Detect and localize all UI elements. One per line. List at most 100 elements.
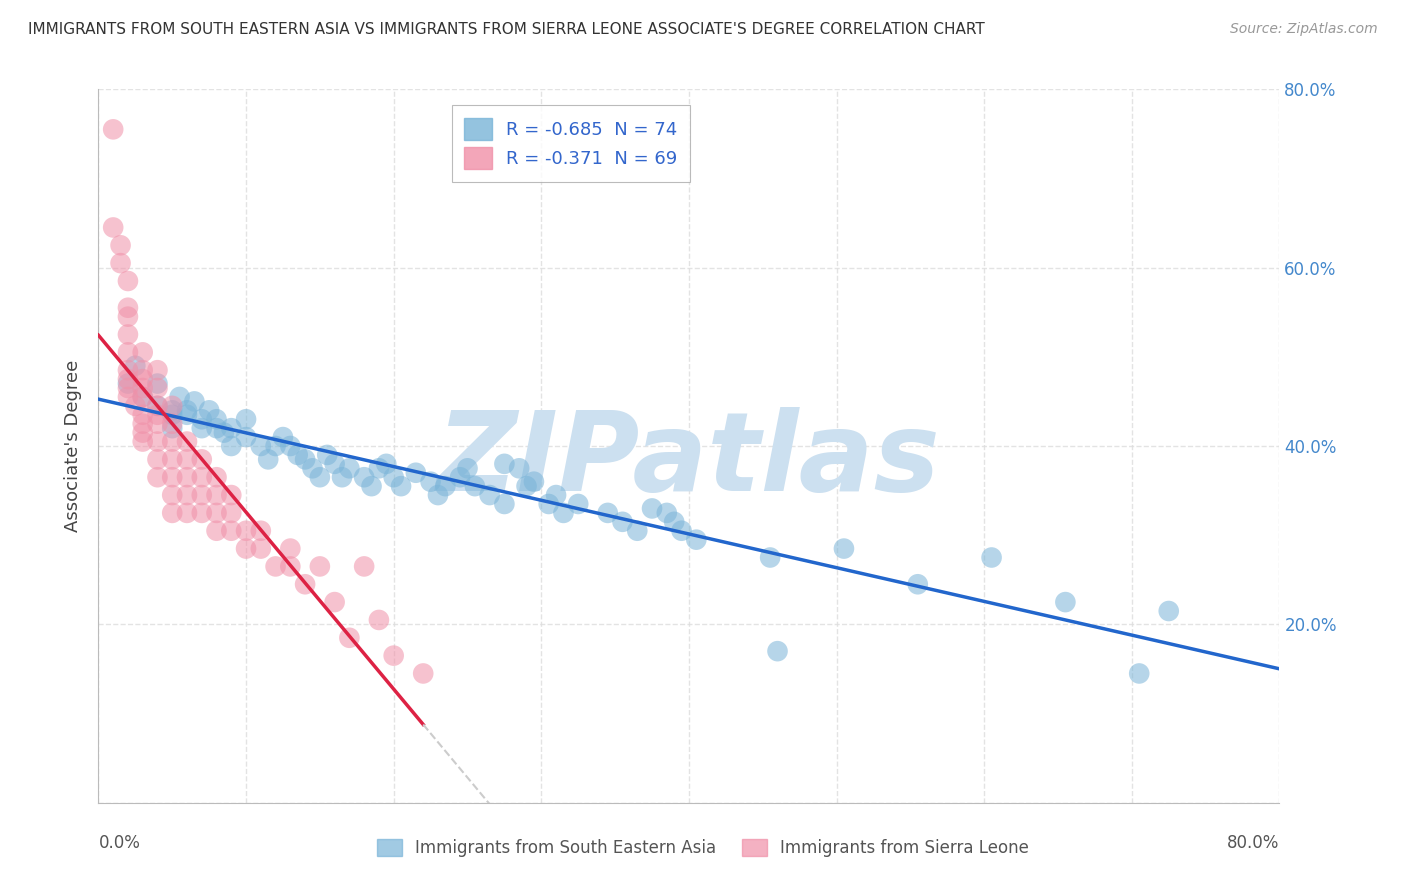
Point <box>412 666 434 681</box>
Point <box>294 452 316 467</box>
Point <box>907 577 929 591</box>
Point <box>110 256 132 270</box>
Point <box>612 515 634 529</box>
Point <box>537 497 560 511</box>
Point <box>117 381 139 395</box>
Point <box>146 376 169 391</box>
Point <box>212 425 235 440</box>
Point <box>250 439 273 453</box>
Text: 80.0%: 80.0% <box>1227 834 1279 852</box>
Point <box>205 524 228 538</box>
Point <box>146 381 169 395</box>
Point <box>162 417 183 431</box>
Point <box>162 488 183 502</box>
Point <box>132 408 155 422</box>
Point <box>191 470 214 484</box>
Point <box>419 475 441 489</box>
Point <box>427 488 450 502</box>
Point <box>523 475 546 489</box>
Point <box>132 417 155 431</box>
Point <box>655 506 678 520</box>
Point <box>330 470 353 484</box>
Point <box>219 506 242 520</box>
Point <box>353 470 375 484</box>
Point <box>596 506 619 520</box>
Point <box>264 559 287 574</box>
Point <box>146 417 169 431</box>
Point <box>117 372 139 386</box>
Point <box>368 461 391 475</box>
Point <box>191 412 214 426</box>
Point <box>205 488 228 502</box>
Point <box>205 506 228 520</box>
Point <box>162 403 183 417</box>
Point <box>117 390 139 404</box>
Point <box>264 439 287 453</box>
Point <box>124 399 146 413</box>
Point <box>235 412 257 426</box>
Point <box>176 434 198 449</box>
Point <box>146 452 169 467</box>
Point <box>162 452 183 467</box>
Point <box>146 399 169 413</box>
Point <box>205 421 228 435</box>
Point <box>382 648 405 663</box>
Point <box>117 301 139 315</box>
Point <box>278 541 302 556</box>
Point <box>176 408 198 422</box>
Point <box>235 430 257 444</box>
Point <box>146 363 169 377</box>
Point <box>191 506 214 520</box>
Point <box>169 390 191 404</box>
Point <box>832 541 855 556</box>
Point <box>191 421 214 435</box>
Point <box>132 390 155 404</box>
Point <box>405 466 427 480</box>
Point <box>132 372 155 386</box>
Point <box>375 457 398 471</box>
Point <box>235 541 257 556</box>
Point <box>198 403 221 417</box>
Point <box>162 434 183 449</box>
Point <box>132 434 155 449</box>
Point <box>389 479 412 493</box>
Point <box>641 501 664 516</box>
Point <box>368 613 391 627</box>
Point <box>117 363 139 377</box>
Point <box>309 559 332 574</box>
Point <box>132 363 155 377</box>
Point <box>205 470 228 484</box>
Point <box>117 327 139 342</box>
Point <box>294 577 316 591</box>
Point <box>1157 604 1180 618</box>
Point <box>176 452 198 467</box>
Point <box>567 497 589 511</box>
Point <box>183 394 205 409</box>
Point <box>271 430 294 444</box>
Point <box>176 488 198 502</box>
Point <box>219 524 242 538</box>
Point <box>103 122 125 136</box>
Point <box>1128 666 1150 681</box>
Point <box>546 488 568 502</box>
Point <box>685 533 707 547</box>
Point <box>478 488 501 502</box>
Point <box>117 376 139 391</box>
Text: ZIPatlas: ZIPatlas <box>437 407 941 514</box>
Text: IMMIGRANTS FROM SOUTH EASTERN ASIA VS IMMIGRANTS FROM SIERRA LEONE ASSOCIATE'S D: IMMIGRANTS FROM SOUTH EASTERN ASIA VS IM… <box>28 22 984 37</box>
Point <box>250 541 273 556</box>
Point <box>626 524 648 538</box>
Y-axis label: Associate's Degree: Associate's Degree <box>65 359 83 533</box>
Point <box>434 479 457 493</box>
Point <box>671 524 693 538</box>
Point <box>162 421 183 435</box>
Point <box>1054 595 1077 609</box>
Point <box>456 461 478 475</box>
Point <box>339 631 360 645</box>
Point <box>464 479 486 493</box>
Point <box>664 515 686 529</box>
Point <box>162 408 183 422</box>
Legend: Immigrants from South Eastern Asia, Immigrants from Sierra Leone: Immigrants from South Eastern Asia, Immi… <box>368 831 1038 866</box>
Point <box>301 461 323 475</box>
Point <box>278 439 302 453</box>
